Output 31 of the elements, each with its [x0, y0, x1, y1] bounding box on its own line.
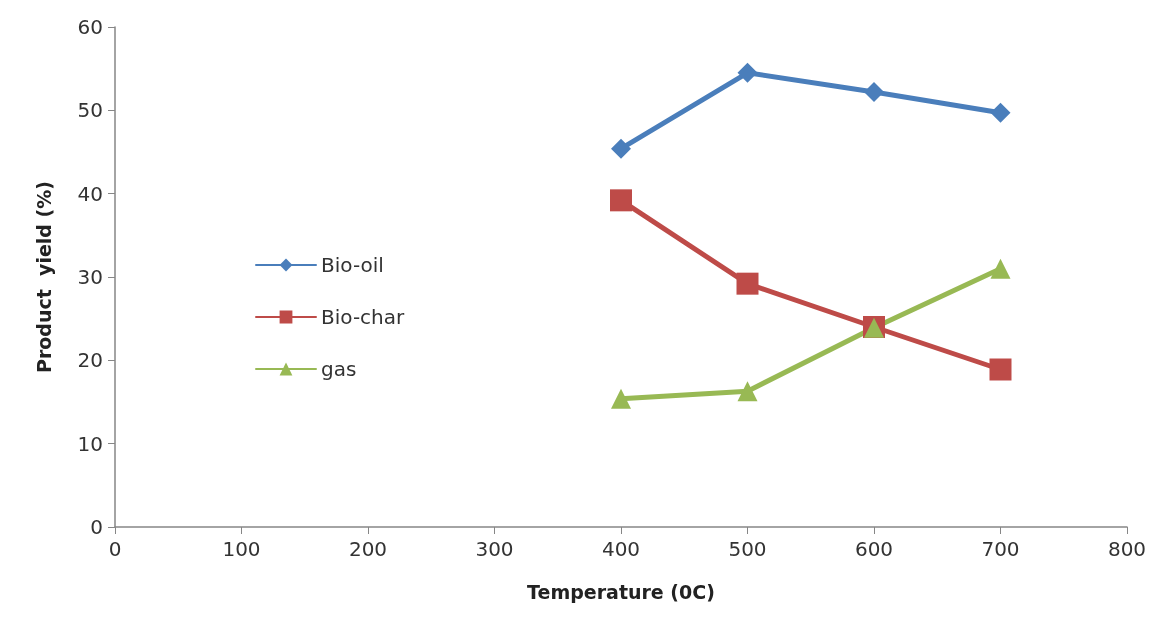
y-tick-label: 10 [77, 431, 103, 456]
point [610, 189, 632, 212]
x-tick-label: 500 [728, 537, 767, 561]
legend-label: Bio-char [321, 305, 406, 329]
point [611, 388, 631, 409]
y-tick-label: 40 [77, 181, 103, 206]
y-tick-label: 60 [77, 15, 103, 39]
legend-label: Bio-oil [321, 253, 384, 277]
x-tick-label: 200 [348, 537, 388, 561]
point [737, 381, 758, 402]
x-tick-label: 600 [854, 537, 894, 561]
point [611, 138, 631, 159]
x-tick-label: 700 [981, 537, 1020, 561]
y-axis-title: Product yield (%) [32, 181, 55, 373]
legend-label: gas [321, 357, 357, 381]
point [736, 272, 759, 295]
y-tick-label: 50 [77, 98, 103, 123]
point [864, 82, 884, 102]
x-tick-label: 300 [475, 537, 514, 561]
x-axis-title: Temperature (0C) [527, 580, 715, 603]
y-tick-label: 0 [90, 515, 103, 539]
y-tick-label: 30 [77, 265, 103, 289]
x-tick-label: 800 [1107, 537, 1147, 561]
x-tick-label: 0 [108, 537, 122, 561]
point [989, 358, 1012, 381]
point [990, 258, 1011, 279]
x-tick-label: 100 [222, 537, 261, 561]
y-tick-label: 20 [77, 348, 103, 373]
point [737, 62, 758, 83]
x-tick-label: 400 [601, 537, 641, 561]
point [990, 102, 1011, 123]
